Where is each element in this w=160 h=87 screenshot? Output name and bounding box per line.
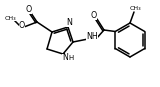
Text: CH₃: CH₃ <box>129 5 141 11</box>
Text: O: O <box>26 5 32 13</box>
Text: CH₃: CH₃ <box>4 15 16 21</box>
Text: O: O <box>19 21 25 30</box>
Text: NH: NH <box>86 32 98 41</box>
Text: N: N <box>62 54 68 62</box>
Text: O: O <box>91 11 97 19</box>
Text: H: H <box>68 55 74 61</box>
Text: N: N <box>66 18 72 27</box>
